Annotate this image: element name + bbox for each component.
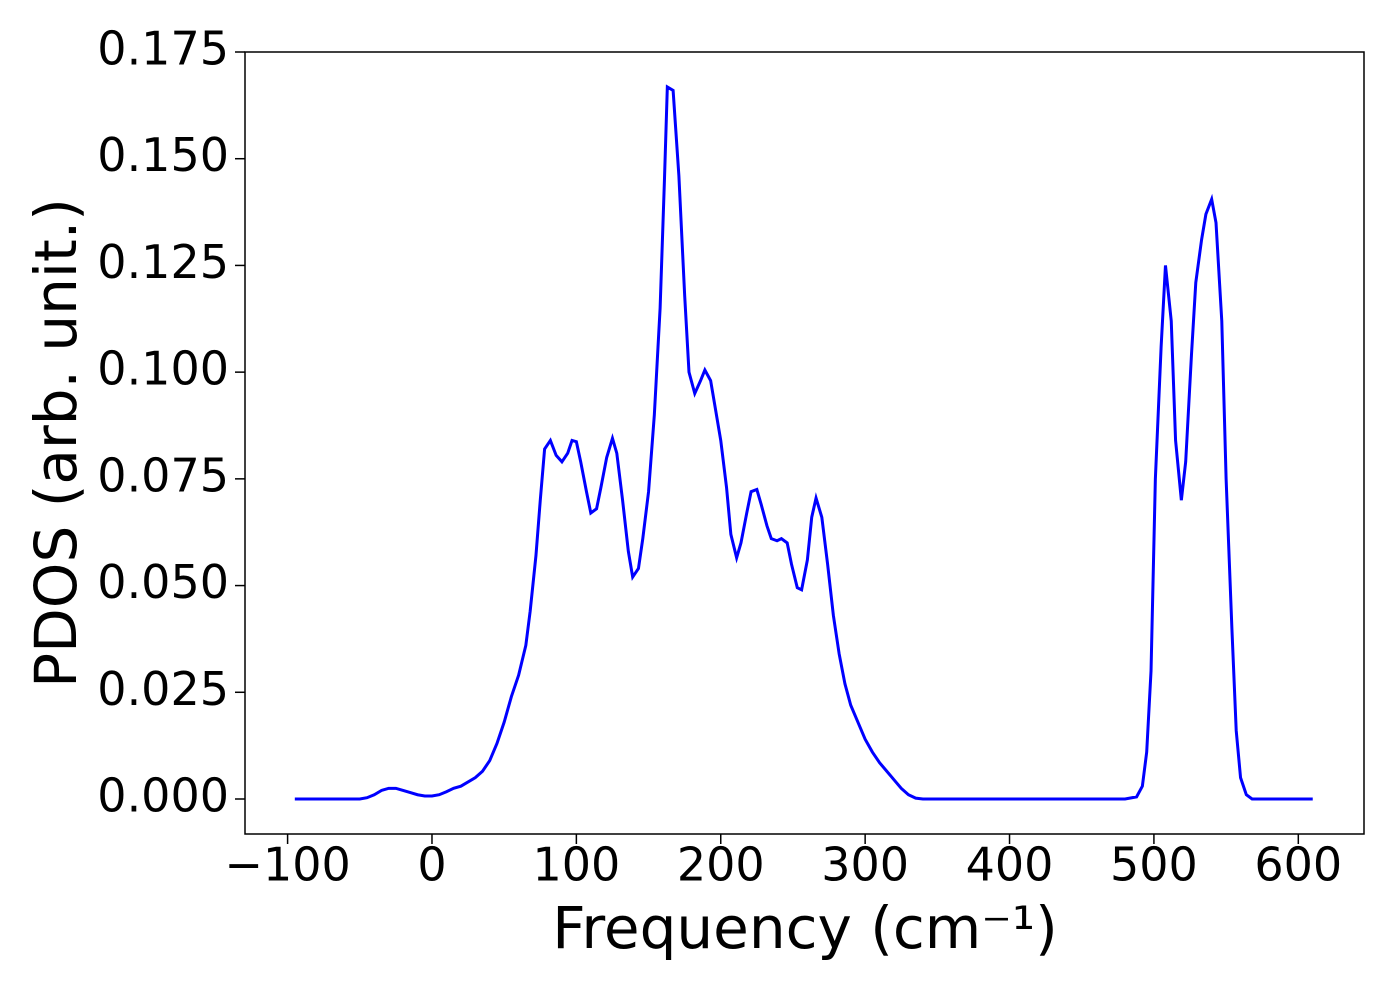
x-tick-label: 0 bbox=[417, 838, 446, 892]
y-tick-label: 0.075 bbox=[97, 448, 229, 502]
y-tick-label: 0.125 bbox=[97, 235, 229, 289]
x-tick-label: 500 bbox=[1110, 838, 1198, 892]
data-line bbox=[294, 84, 1313, 801]
plot-frame bbox=[244, 51, 1365, 835]
x-tick-label: −100 bbox=[224, 838, 350, 892]
y-axis-label: PDOS (arb. unit.) bbox=[22, 198, 90, 688]
x-tick-label: 300 bbox=[821, 838, 909, 892]
y-tick-label: 0.100 bbox=[97, 342, 229, 396]
x-tick-label: 200 bbox=[677, 838, 765, 892]
x-tick-label: 400 bbox=[966, 838, 1054, 892]
y-tick-label: 0.025 bbox=[97, 662, 229, 716]
y-tick-label: 0.175 bbox=[97, 22, 229, 76]
y-tick-label: 0.050 bbox=[97, 555, 229, 609]
y-tick-label: 0.150 bbox=[97, 128, 229, 182]
y-tick-label: 0.000 bbox=[97, 768, 229, 822]
x-tick-label: 100 bbox=[532, 838, 620, 892]
x-tick-label: 600 bbox=[1254, 838, 1342, 892]
x-axis-label: Frequency (cm⁻¹) bbox=[552, 894, 1058, 962]
